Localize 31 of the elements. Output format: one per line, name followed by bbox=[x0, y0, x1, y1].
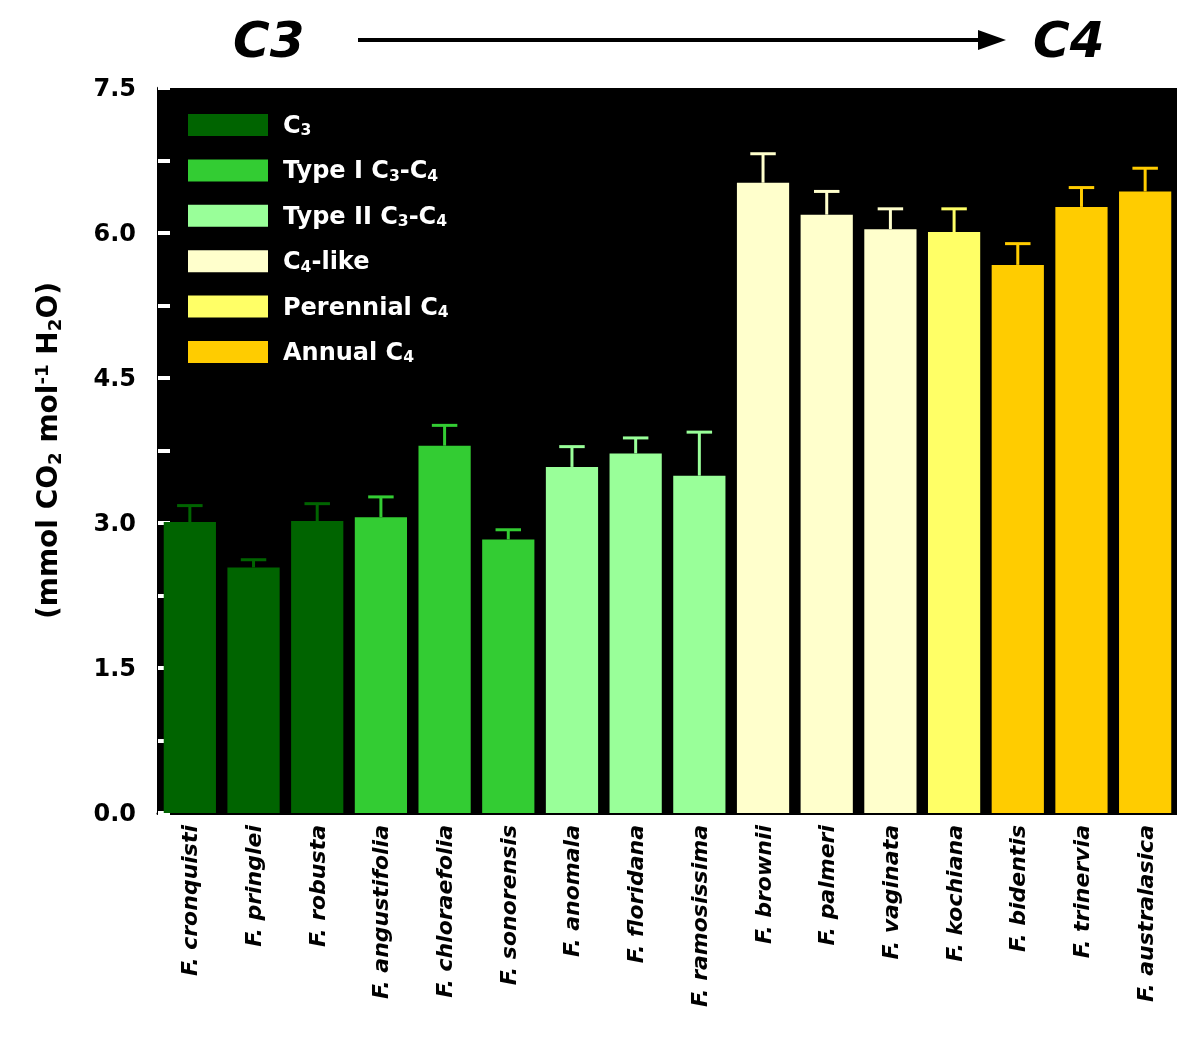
y-axis-title: (mmol CO2 mol-1 H2O) bbox=[30, 281, 65, 620]
legend-label: Annual C4 bbox=[283, 338, 415, 367]
y-tick-label: 0.0 bbox=[93, 799, 136, 827]
x-tick-label: F. trinervia bbox=[1068, 825, 1094, 959]
text: C3 bbox=[233, 10, 305, 70]
x-tick-label: F. pringlei bbox=[241, 824, 267, 947]
x-tick-label: F. brownii bbox=[750, 824, 776, 944]
legend-label: Type I C3-C4 bbox=[283, 156, 439, 185]
y-tick-label: 3.0 bbox=[93, 509, 136, 537]
x-tick-label: F. palmeri bbox=[814, 824, 840, 946]
x-tick-label: F. floridana bbox=[623, 825, 649, 964]
x-tick-label: F. australasica bbox=[1132, 825, 1158, 1002]
x-tick-label: F. ramosissima bbox=[686, 825, 712, 1008]
x-tick-label: F. angustifolia bbox=[368, 825, 394, 999]
legend-label: C4-like bbox=[283, 247, 370, 276]
text: C4 bbox=[1033, 10, 1105, 70]
x-tick-label: F. chloraefolia bbox=[432, 825, 458, 998]
x-tick-label: F. kochiana bbox=[941, 825, 967, 962]
y-tick-label: 6.0 bbox=[93, 219, 136, 247]
x-tick-label: F. vaginata bbox=[877, 825, 903, 960]
x-tick-label: F. cronquisti bbox=[177, 824, 203, 976]
x-tick-label: F. sonorensis bbox=[495, 825, 521, 986]
y-tick-label: 7.5 bbox=[93, 74, 136, 102]
x-tick-label: F. robusta bbox=[304, 825, 330, 948]
legend-label: Type II C3-C4 bbox=[283, 201, 448, 231]
x-tick-label: F. bidentis bbox=[1005, 825, 1031, 952]
x-tick-label: F. anomala bbox=[559, 825, 585, 957]
legend-label: C3 bbox=[283, 111, 312, 140]
legend-label: Perennial C4 bbox=[283, 292, 449, 321]
y-tick-label: 1.5 bbox=[93, 654, 136, 682]
y-tick-label: 4.5 bbox=[93, 364, 136, 392]
